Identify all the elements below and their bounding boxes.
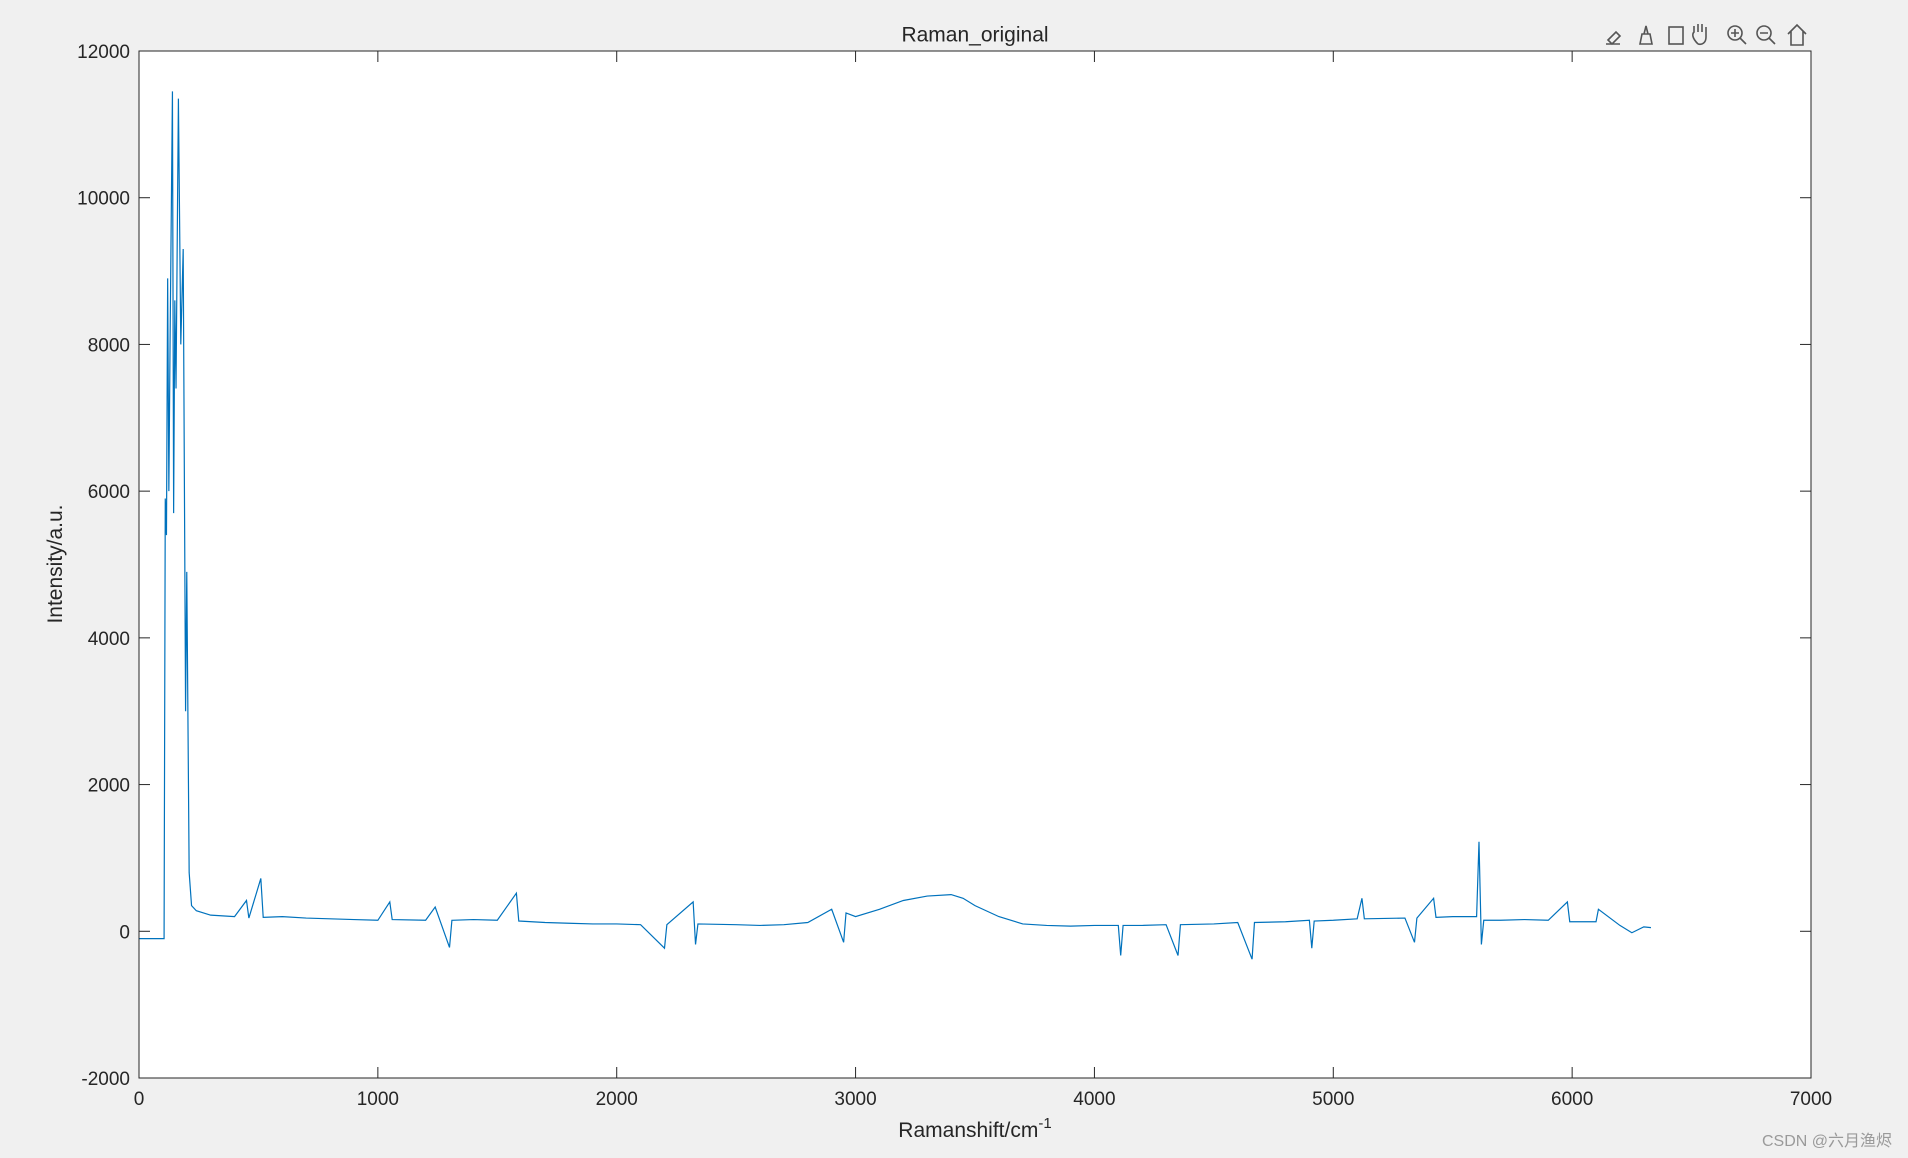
zoom-out-tool[interactable]: [1756, 25, 1772, 41]
axes-background: [139, 51, 1811, 1078]
y-tick-label: 12000: [77, 42, 130, 63]
home-tool[interactable]: [1787, 23, 1807, 46]
spectrum-line: [139, 91, 1652, 960]
x-label-text: Ramanshift/cm: [898, 1119, 1038, 1142]
x-label-superscript: -1: [1038, 1115, 1051, 1132]
x-tick-label: 2000: [596, 1089, 638, 1110]
x-tick-label: 1000: [357, 1089, 399, 1110]
x-tick-label: 0: [134, 1089, 145, 1110]
toolbar: [1606, 23, 1807, 46]
y-axis-label: Intensity/a.u.: [44, 504, 67, 623]
x-tick-label: 5000: [1312, 1089, 1354, 1110]
y-tick-label: 0: [119, 922, 130, 943]
y-tick-label: -2000: [81, 1069, 130, 1090]
watermark: CSDN @六月渔烬: [1762, 1132, 1892, 1150]
x-tick-label: 4000: [1073, 1089, 1115, 1110]
y-tick-label: 10000: [77, 189, 130, 210]
legend-tool[interactable]: [1668, 26, 1684, 45]
x-tick-label: 7000: [1790, 1089, 1832, 1110]
chart-title: Raman_original: [901, 24, 1048, 47]
x-axis-label: Ramanshift/cm-1: [898, 1115, 1051, 1142]
x-tick-label: 6000: [1551, 1089, 1593, 1110]
brush-tool[interactable]: [1606, 30, 1622, 46]
y-tick-label: 4000: [88, 629, 130, 650]
datatip-tool[interactable]: [1639, 25, 1653, 45]
zoom-in-tool[interactable]: [1727, 25, 1743, 41]
x-tick-label: 3000: [834, 1089, 876, 1110]
y-tick-label: 6000: [88, 482, 130, 503]
pan-tool[interactable]: [1692, 24, 1707, 46]
y-tick-label: 8000: [88, 335, 130, 356]
axes-box: [138, 50, 1812, 1079]
y-tick-label: 2000: [88, 776, 130, 797]
